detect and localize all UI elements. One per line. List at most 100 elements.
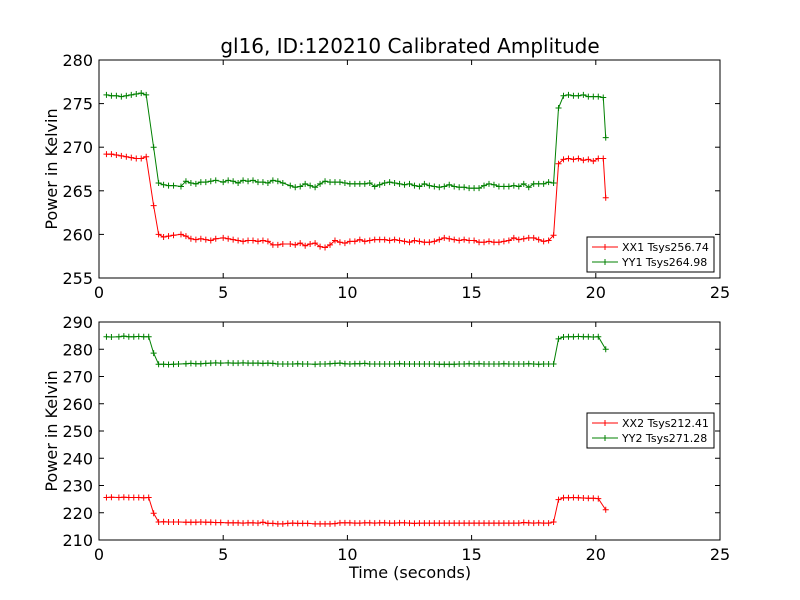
bottom-plot-series-1-point bbox=[602, 506, 609, 513]
top-plot-series-1-point bbox=[212, 235, 219, 242]
bottom-plot-y-label: Power in Kelvin bbox=[42, 370, 61, 491]
top-plot-series-2-point bbox=[515, 183, 522, 190]
top-plot-series-2-point bbox=[580, 91, 587, 98]
top-plot-series-1-point bbox=[580, 157, 587, 164]
top-plot-series-2-point bbox=[505, 183, 512, 190]
top-plot-series-1-point bbox=[197, 235, 204, 242]
top-plot-series-1-point bbox=[225, 235, 232, 242]
top-plot-series-1-point bbox=[287, 240, 294, 247]
bottom-plot-series-1-point bbox=[595, 495, 602, 502]
top-plot-series-1-point bbox=[570, 156, 577, 163]
top-plot-series-2-point bbox=[406, 180, 413, 187]
top-plot-series-2-point bbox=[602, 134, 609, 141]
bottom-plot: 210 220 230 240 250 260 270 280 290 0 5 10 15 20 25 P… bbox=[42, 313, 730, 582]
top-plot-series-2-point bbox=[485, 180, 492, 187]
top-plot-series-1-point bbox=[500, 238, 507, 245]
bottom-plot-series-2-point bbox=[120, 333, 127, 340]
top-plot-series-2-point bbox=[133, 91, 140, 98]
top-plot-series-1-point bbox=[391, 236, 398, 243]
bottom-plot-y-tick-label: 280 bbox=[62, 340, 93, 359]
top-plot-series-1-point bbox=[322, 244, 329, 251]
bottom-plot-series-1-point bbox=[145, 494, 152, 501]
top-plot-series-1-point bbox=[602, 194, 609, 201]
top-plot-series-2-point bbox=[525, 184, 532, 191]
top-plot-series-2-point bbox=[431, 183, 438, 190]
top-plot-series-1-point bbox=[456, 237, 463, 244]
top-plot-series-1-point bbox=[177, 231, 184, 238]
top-plot-series-2-point bbox=[128, 91, 135, 98]
top-plot-series-2-point bbox=[540, 180, 547, 187]
top-plot-series-1-point bbox=[510, 234, 517, 241]
top-plot-series-1-point bbox=[235, 237, 242, 244]
top-plot-series-2-point bbox=[481, 182, 488, 189]
top-plot-series-2-point bbox=[451, 183, 458, 190]
bottom-plot-y-tick-label: 290 bbox=[62, 313, 93, 332]
top-plot-legend-label: YY1 Tsys264.98 bbox=[621, 256, 707, 269]
bottom-plot-x-axis: 0 5 10 15 20 25 bbox=[94, 322, 730, 564]
bottom-plot-x-label: Time (seconds) bbox=[348, 563, 471, 582]
top-plot-series-1-point bbox=[436, 236, 443, 243]
top-plot-series-1-point bbox=[356, 236, 363, 243]
top-plot-series-1-point bbox=[590, 158, 597, 165]
top-plot-series-2-point bbox=[292, 184, 299, 191]
top-plot-series-2-point bbox=[317, 180, 324, 187]
bottom-plot-series-2-point bbox=[115, 333, 122, 340]
top-plot-series-1-point bbox=[381, 236, 388, 243]
top-plot-series-2-point bbox=[160, 181, 167, 188]
top-plot-series-2-point bbox=[225, 177, 232, 184]
bottom-plot-series-2-point bbox=[108, 333, 115, 340]
top-plot-series-1-point bbox=[327, 241, 334, 248]
bottom-plot-series-2-point bbox=[550, 360, 557, 367]
top-plot-series-1-point bbox=[471, 237, 478, 244]
top-plot-series-2-point bbox=[212, 177, 219, 184]
bottom-plot-series-1-point bbox=[555, 496, 562, 503]
top-plot-series-1-point bbox=[600, 155, 607, 162]
chart-title: gl16, ID:120210 Calibrated Amplitude bbox=[220, 34, 599, 58]
top-plot-series-2-point bbox=[123, 92, 130, 99]
top-plot-series-2-point bbox=[560, 92, 567, 99]
top-plot-series-2-point bbox=[207, 178, 214, 185]
top-plot-series-1-point bbox=[535, 236, 542, 243]
bottom-plot-legend-box bbox=[586, 412, 715, 449]
top-plot-series-2-point bbox=[510, 182, 517, 189]
top-plot-y-tick-label: 265 bbox=[62, 182, 93, 201]
top-plot-series-2-point bbox=[376, 181, 383, 188]
bottom-plot-legend-label: XX2 Tsys212.41 bbox=[622, 417, 709, 430]
top-plot-series-2-point bbox=[143, 91, 150, 98]
top-plot-series-2-point bbox=[381, 179, 388, 186]
top-plot-y-tick-label: 275 bbox=[62, 95, 93, 114]
bottom-plot-series-2-point bbox=[361, 360, 368, 367]
bottom-plot-y-tick-label: 210 bbox=[62, 531, 93, 550]
bottom-plot-series-1-point bbox=[175, 519, 182, 526]
top-plot-y-label: Power in Kelvin bbox=[42, 108, 61, 229]
top-plot-series-2-point bbox=[182, 178, 189, 185]
top-plot-series-2-point bbox=[366, 179, 373, 186]
bottom-plot-series bbox=[103, 333, 609, 527]
top-plot-series-2-point bbox=[155, 179, 162, 186]
bottom-plot-series-1-point bbox=[304, 520, 311, 527]
top-plot-series-1-point bbox=[585, 156, 592, 163]
bottom-plot-legend: XX2 Tsys212.41 YY2 Tsys271.28 bbox=[586, 412, 715, 449]
bottom-plot-series-1-point bbox=[545, 520, 552, 527]
top-plot-series-1-point bbox=[160, 234, 167, 241]
top-plot-series-1-point bbox=[565, 155, 572, 162]
top-plot-series-1-point bbox=[575, 155, 582, 162]
top-plot-series-1-point bbox=[461, 236, 468, 243]
top-plot-series-1-point bbox=[481, 239, 488, 246]
bottom-plot-y-axis: 210 220 230 240 250 260 270 280 290 bbox=[62, 313, 720, 550]
bottom-plot-series-1-point bbox=[150, 510, 157, 517]
top-plot-series-2-point bbox=[138, 90, 145, 97]
bottom-plot-series-1-point bbox=[108, 494, 115, 501]
top-plot-series-2-point bbox=[118, 93, 125, 100]
bottom-plot-series-2-point bbox=[336, 360, 343, 367]
top-plot-series-2-point bbox=[426, 182, 433, 189]
bottom-plot-series-2-point bbox=[150, 350, 157, 357]
top-plot-series-2-point bbox=[441, 183, 448, 190]
bottom-plot-y-tick-label: 260 bbox=[62, 395, 93, 414]
top-plot-series-2-point bbox=[545, 179, 552, 186]
top-plot-series-2-point bbox=[411, 182, 418, 189]
bottom-plot-series-1-point bbox=[550, 519, 557, 526]
top-plot-series-1-point bbox=[406, 239, 413, 246]
top-plot-series-2-point bbox=[436, 184, 443, 191]
